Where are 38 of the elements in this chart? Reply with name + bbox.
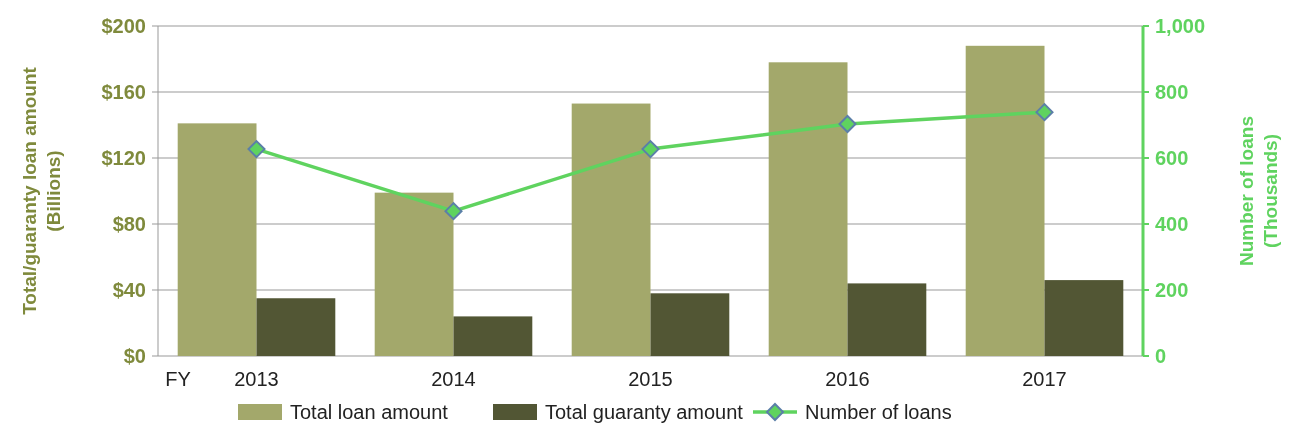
bar xyxy=(256,298,336,356)
y2-tick-label: 1,000 xyxy=(1155,15,1206,37)
legend-label: Total guaranty amount xyxy=(545,401,744,423)
x-tick-label: 2015 xyxy=(628,368,673,390)
x-tick-label: 2013 xyxy=(234,368,279,390)
bar xyxy=(453,316,533,356)
point xyxy=(1035,103,1054,122)
point xyxy=(838,115,857,134)
legend-label: Number of loans xyxy=(805,401,952,423)
point xyxy=(247,140,266,159)
bar xyxy=(650,293,730,356)
y-axis-title: Total/guaranty loan amount (Billions) xyxy=(19,66,64,315)
bar xyxy=(177,123,257,356)
y-tick-label: $0 xyxy=(123,345,146,367)
y2-tick-label: 600 xyxy=(1155,147,1189,169)
legend-label: Total loan amount xyxy=(290,401,449,423)
y2-tick-label: 400 xyxy=(1155,213,1189,235)
y-tick-label: $200 xyxy=(101,15,146,37)
y-tick-label: $160 xyxy=(101,81,146,103)
bar xyxy=(571,103,651,356)
y2-axis-title: Number of loans (Thousands) xyxy=(1236,116,1281,266)
point xyxy=(444,202,463,221)
bar xyxy=(768,62,848,356)
x-tick-label: 2014 xyxy=(431,368,476,390)
y2-tick-label: 200 xyxy=(1155,279,1189,301)
bar xyxy=(847,283,927,356)
x-tick-label: 2017 xyxy=(1022,368,1067,390)
y-tick-label: $40 xyxy=(112,279,146,301)
x-tick-label: 2016 xyxy=(825,368,870,390)
y2-tick-label: 800 xyxy=(1155,81,1189,103)
bar xyxy=(1044,280,1124,356)
y2-tick-label: 0 xyxy=(1155,345,1167,367)
bar xyxy=(965,45,1045,356)
y-tick-label: $120 xyxy=(101,147,146,169)
point xyxy=(641,140,660,159)
bar xyxy=(374,192,454,356)
y-tick-label: $80 xyxy=(112,213,146,235)
text: FY xyxy=(165,368,191,390)
